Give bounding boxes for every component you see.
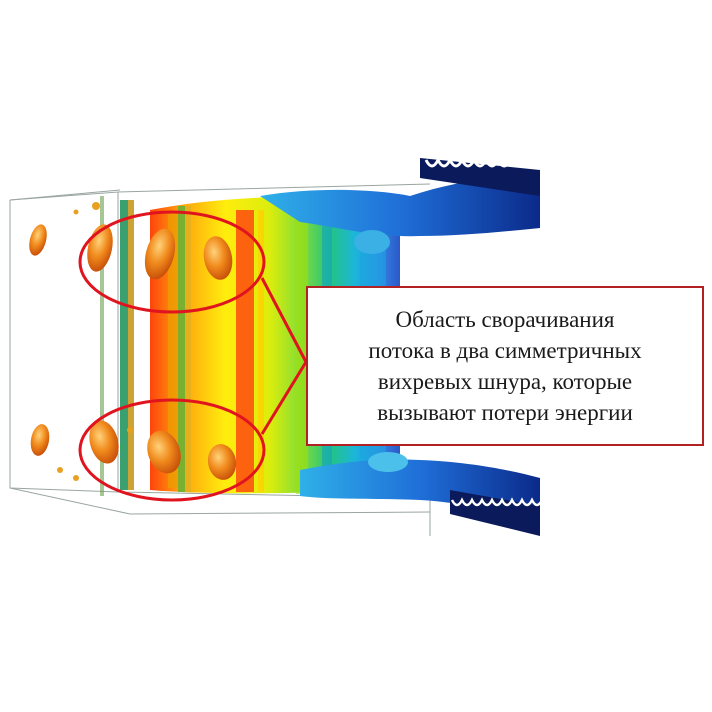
annotation-line-2: потока в два симметричных — [368, 338, 642, 363]
vortex-rods — [100, 196, 191, 496]
annotation-callout: Область сворачивания потока в два симмет… — [306, 286, 704, 446]
upper-duct — [260, 156, 548, 254]
callout-leaders — [260, 277, 308, 435]
vortex-highlights — [78, 210, 266, 502]
annotation-line-3: вихревых шнура, которые — [377, 369, 633, 394]
annotation-line-1: Область сворачивания — [395, 307, 615, 332]
upper-vortex-highlight — [78, 210, 266, 314]
annotation-line-4: вызывают потери энергии — [377, 400, 633, 425]
lower-vortex-highlight — [78, 398, 266, 502]
lower-duct — [300, 452, 544, 536]
vortex-cores — [29, 202, 237, 481]
